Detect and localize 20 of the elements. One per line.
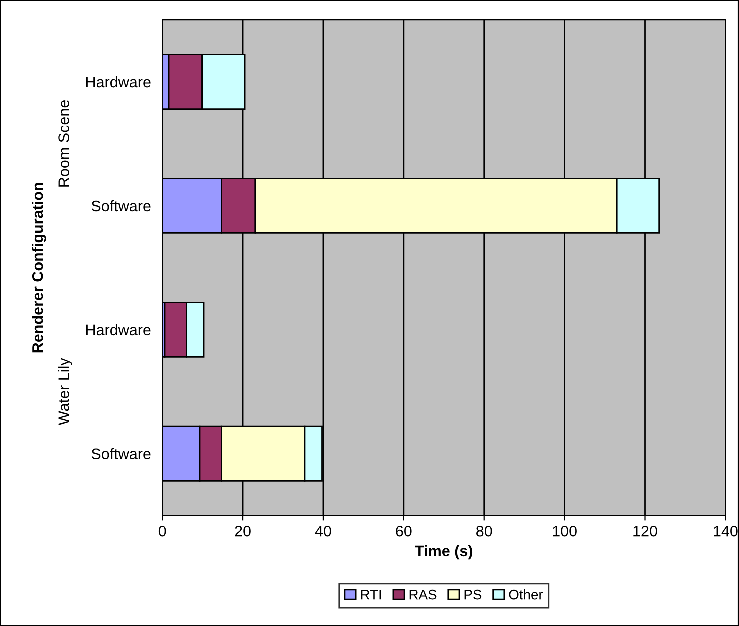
x-axis-title: Time (s)	[415, 545, 473, 560]
legend-label: RAS	[410, 590, 437, 600]
y-tick-label: Software	[92, 200, 151, 212]
y-tick-label: Hardware	[86, 76, 151, 88]
x-tick-label: 140	[714, 526, 738, 537]
x-tick-label: 60	[396, 526, 412, 537]
y-tick-label: Software	[92, 448, 151, 460]
y-tick-label: Hardware	[86, 324, 151, 336]
legend-label: Other	[509, 590, 544, 600]
x-tick-label: 40	[315, 526, 332, 537]
y-axis-title: Renderer Configuration	[32, 183, 46, 353]
text: Water Lily	[58, 358, 72, 426]
x-tick-label: 0	[158, 526, 166, 537]
text: Room Scene	[58, 100, 70, 187]
x-tick-label: 20	[235, 526, 251, 537]
legend-label: RTI	[361, 590, 382, 600]
x-tick-label: 100	[553, 526, 577, 537]
legend-label: PS	[464, 590, 482, 600]
x-tick-label: 80	[476, 526, 492, 537]
x-tick-label: 120	[634, 526, 658, 537]
